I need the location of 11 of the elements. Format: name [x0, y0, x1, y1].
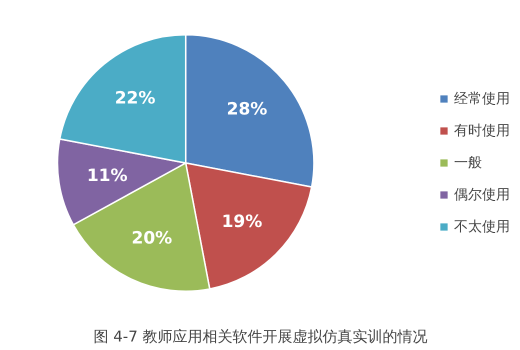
legend-label: 偶尔使用 [454, 186, 510, 204]
legend-label: 一般 [454, 154, 482, 172]
legend-label: 不太使用 [454, 218, 510, 236]
data-label: 20% [132, 228, 172, 249]
legend-label: 经常使用 [454, 90, 510, 108]
data-label: 11% [86, 166, 128, 186]
data-label: 22% [114, 88, 156, 109]
text: 图 4-7 教师应用相关软件开展虚拟仿真实训的情况 [93, 328, 428, 346]
legend-label: 有时使用 [454, 122, 510, 140]
data-label: 28% [226, 100, 268, 120]
data-label: 19% [222, 212, 262, 232]
